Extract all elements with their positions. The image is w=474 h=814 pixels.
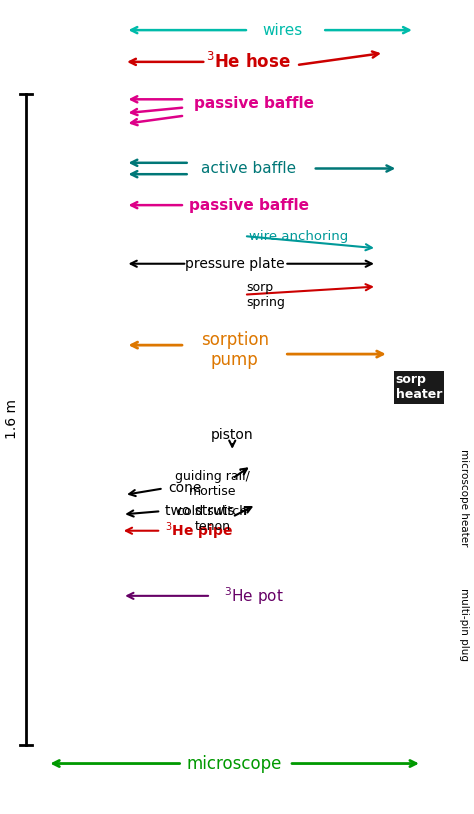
Text: $^3$He pipe: $^3$He pipe <box>165 520 233 541</box>
Text: piston: piston <box>211 428 254 443</box>
Text: $^3$He hose: $^3$He hose <box>207 52 291 72</box>
Text: active baffle: active baffle <box>201 161 296 176</box>
Text: two struts +: two struts + <box>165 504 250 519</box>
Text: sorption
pump: sorption pump <box>201 330 269 370</box>
Text: wires: wires <box>262 23 302 37</box>
Text: passive baffle: passive baffle <box>193 96 314 111</box>
Text: guiding rail/
mortise: guiding rail/ mortise <box>175 470 250 497</box>
Text: cone: cone <box>168 481 201 496</box>
Text: microscope heater: microscope heater <box>458 449 469 547</box>
Text: multi-pin plug: multi-pin plug <box>458 588 469 661</box>
Text: pressure plate: pressure plate <box>185 256 284 271</box>
Text: $^3$He pot: $^3$He pot <box>224 585 283 606</box>
Text: microscope: microscope <box>187 755 283 772</box>
Text: 1.6 m: 1.6 m <box>5 399 19 440</box>
Text: wire anchoring: wire anchoring <box>249 230 348 243</box>
Text: sorp
heater: sorp heater <box>396 374 442 401</box>
Text: passive baffle: passive baffle <box>189 198 309 212</box>
Text: cold switch
tenon: cold switch tenon <box>177 505 247 532</box>
Text: sorp
spring: sorp spring <box>246 281 285 309</box>
